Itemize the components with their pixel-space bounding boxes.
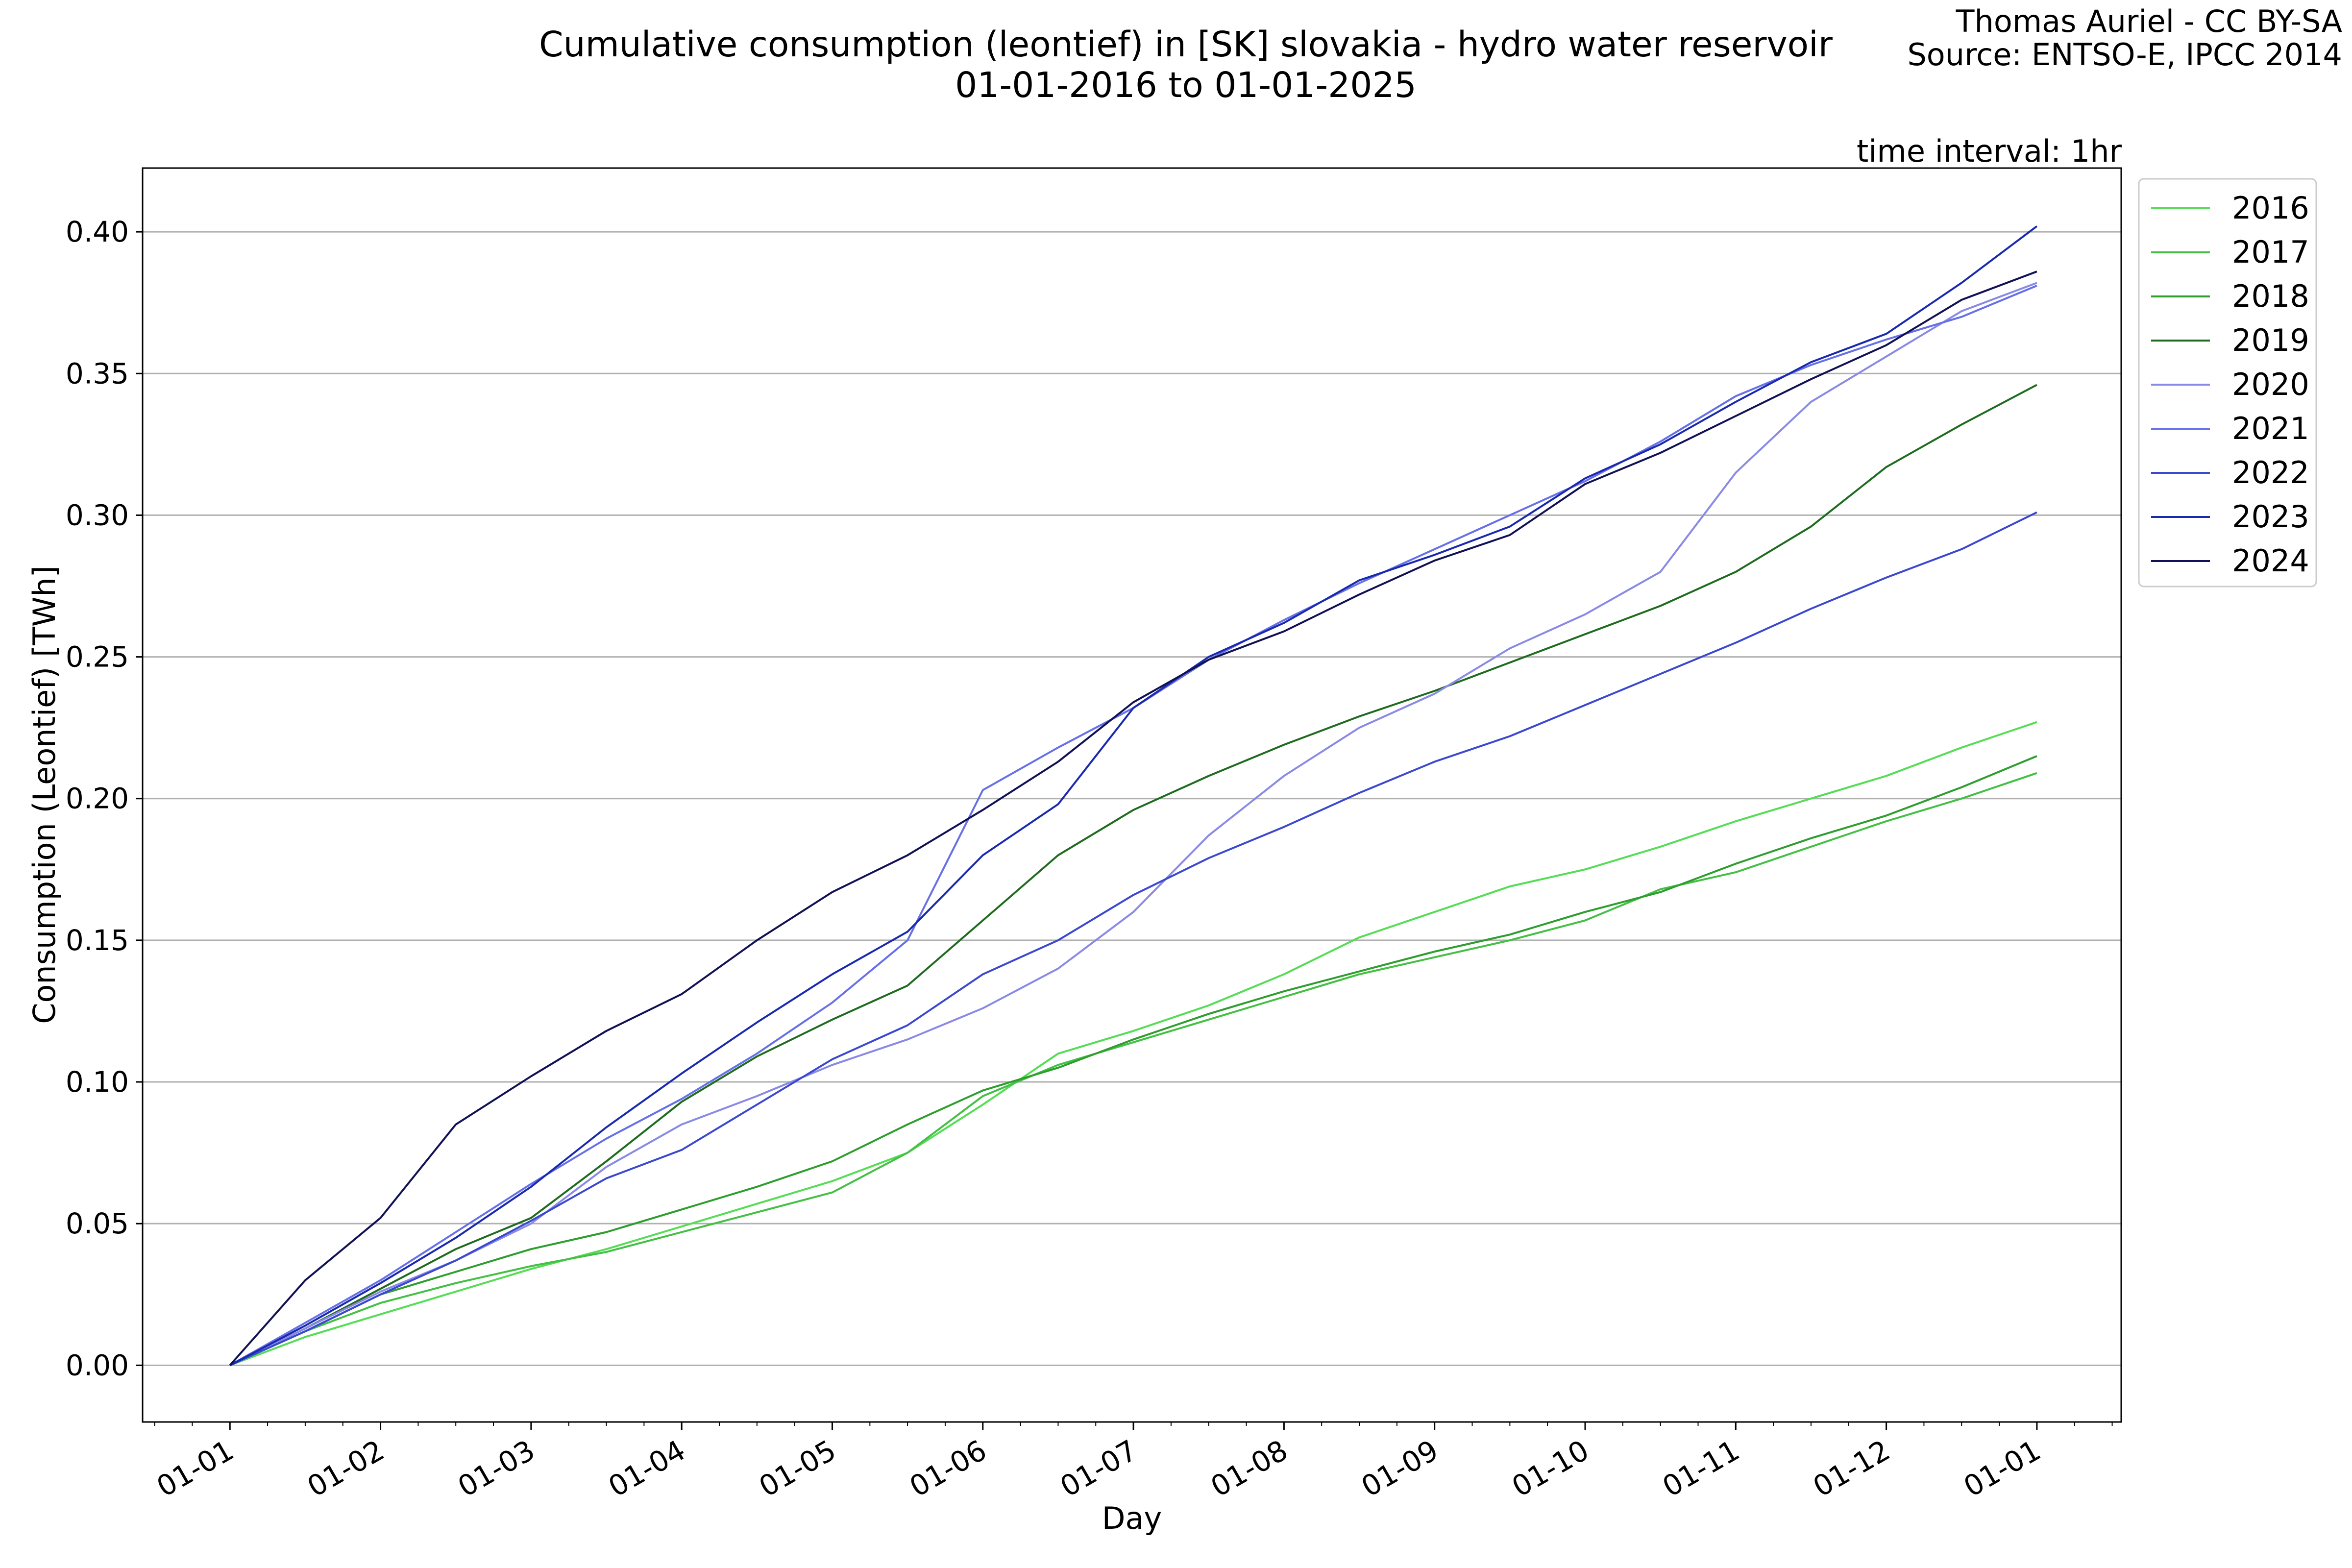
plot-frame [142, 167, 2122, 1423]
legend-label-2024: 2024 [2232, 543, 2309, 579]
legend-label-2020: 2020 [2232, 367, 2309, 402]
series-lines [229, 225, 2038, 1367]
x-tick-label: 01-01 [151, 1433, 239, 1503]
x-tick-label: 01-03 [452, 1433, 540, 1503]
legend: 2016 2017 2018 2019 2020 2021 2022 2023 2024 [2138, 178, 2317, 588]
x-tick-label: 01-04 [603, 1433, 691, 1503]
x-tick-label: 01-11 [1657, 1433, 1745, 1503]
series-line-2018 [229, 755, 2037, 1367]
series-line-2016 [229, 721, 2037, 1367]
y-axis-label: Consumption (Leontief) [TWh] [26, 565, 62, 1024]
series-line-2019 [229, 384, 2037, 1367]
x-tick-label: 01-10 [1506, 1433, 1594, 1503]
x-axis-ticks: 01-01 01-02 01-03 01-04 01-05 01-06 01-07 01-08… [151, 1422, 2113, 1503]
x-tick-label: 01-12 [1808, 1433, 1896, 1503]
y-tick-label: 0.00 [66, 1348, 129, 1382]
y-tick-label: 0.15 [66, 924, 129, 957]
y-tick-label: 0.35 [66, 357, 129, 390]
y-tick-label: 0.40 [66, 215, 129, 248]
credit-source: Source: ENTSO-E, IPCC 2014 [1907, 37, 2342, 73]
x-tick-label: 01-07 [1054, 1433, 1143, 1503]
x-tick-label: 01-05 [753, 1433, 841, 1503]
series-line-2022 [229, 511, 2037, 1367]
x-tick-label: 01-02 [302, 1433, 390, 1503]
grid-lines [143, 231, 2121, 1366]
y-tick-label: 0.10 [66, 1065, 129, 1099]
legend-box [2138, 178, 2317, 588]
legend-label-2018: 2018 [2232, 278, 2309, 314]
x-tick-label: 01-09 [1356, 1433, 1444, 1503]
legend-label-2022: 2022 [2232, 455, 2309, 490]
y-tick-label: 0.30 [66, 498, 129, 532]
series-line-2024 [229, 270, 2037, 1366]
y-tick-label: 0.20 [66, 782, 129, 815]
legend-label-2016: 2016 [2232, 190, 2309, 226]
series-line-2023 [229, 225, 2038, 1367]
legend-label-2023: 2023 [2232, 499, 2309, 535]
y-axis-ticks: 0.00 0.05 0.10 0.15 0.20 0.25 0.30 0.35 0.40 [66, 215, 143, 1382]
y-tick-label: 0.25 [66, 640, 129, 674]
y-tick-label: 0.05 [66, 1207, 129, 1240]
series-line-2017 [229, 772, 2037, 1367]
legend-label-2021: 2021 [2232, 411, 2309, 446]
legend-label-2017: 2017 [2232, 234, 2309, 270]
chart-title-line2: 01-01-2016 to 01-01-2025 [955, 65, 1417, 105]
series-line-2020 [229, 282, 2037, 1367]
chart-title-line1: Cumulative consumption (leontief) in [SK… [539, 24, 1833, 65]
time-interval-note: time interval: 1hr [1857, 133, 2122, 169]
legend-label-2019: 2019 [2232, 322, 2309, 358]
series-line-2021 [229, 285, 2037, 1367]
credit-author: Thomas Auriel - CC BY-SA [1956, 3, 2342, 39]
x-tick-label: 01-01 [1958, 1433, 2046, 1503]
x-tick-label: 01-08 [1205, 1433, 1293, 1503]
x-tick-label: 01-06 [904, 1433, 992, 1503]
x-axis-label: Day [1102, 1500, 1162, 1536]
